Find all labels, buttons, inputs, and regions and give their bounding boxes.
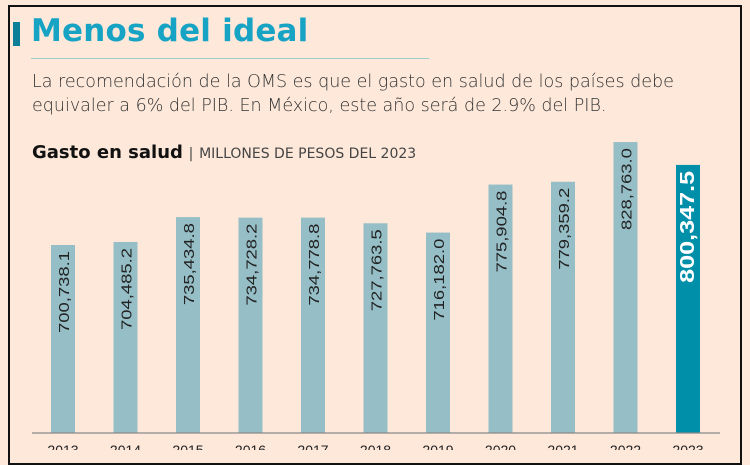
data-label-2018: 727,763.5 [369,229,386,311]
x-tick-label-2016: 2016 [235,442,266,450]
bar-2015 [176,217,200,433]
bar-2021 [551,181,575,433]
data-label-2022: 828,763.0 [619,148,636,230]
x-tick-label-2019: 2019 [422,442,453,450]
x-tick-label-2017: 2017 [297,442,328,450]
x-tick-label-2015: 2015 [172,442,203,450]
data-label-2020: 775,904.8 [494,191,511,273]
bar-2017 [301,217,325,433]
data-label-2013: 700,738.1 [56,251,73,333]
x-tick-label-2023: 2023 [672,442,703,450]
data-label-2017: 734,778.8 [306,224,323,306]
x-tick-label-2022: 2022 [610,442,641,450]
title-divider [31,58,429,59]
bar-2018 [363,223,388,433]
bar-2014 [113,241,138,433]
x-tick-label-2020: 2020 [485,442,516,450]
chart-unit: MILLONES DE PESOS DEL 2023 [199,146,417,162]
data-label-2015: 735,434.8 [181,223,198,305]
chart-heading: Gasto en salud | MILLONES DE PESOS DEL 2… [32,142,416,163]
heading-separator: | [188,146,194,162]
data-label-2023: 800,347.5 [677,171,699,283]
title-accent-bar [13,22,20,46]
x-tick-label-2018: 2018 [360,442,391,450]
bar-2020 [488,184,513,433]
bar-chart: 700,738.1 2013 704,485.2 2014 735,434.8 2015 7… [32,142,720,450]
x-tick-label-2021: 2021 [547,442,578,450]
chart-title: Menos del ideal [31,13,309,49]
data-label-2014: 704,485.2 [119,248,136,330]
bar-2013 [51,244,75,433]
x-tick-label-2014: 2014 [110,442,141,450]
bar-2023 [676,164,700,433]
bar-2016 [238,217,263,433]
chart-heading-label: Gasto en salud [32,142,183,163]
bar-2022 [613,142,638,434]
bar-2019 [426,232,450,433]
chart-subtitle: La recomendación de la OMS es que el gas… [32,72,674,116]
data-label-2016: 734,728.2 [244,224,261,306]
data-label-2021: 779,359.2 [556,188,573,270]
data-label-2019: 716,182.0 [431,239,448,321]
x-tick-label-2013: 2013 [47,442,78,450]
